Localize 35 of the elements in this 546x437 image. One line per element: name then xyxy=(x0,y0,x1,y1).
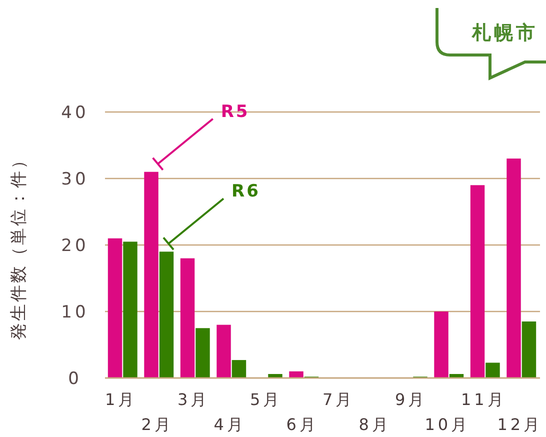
bar xyxy=(434,312,448,378)
x-tick-label: 12月 xyxy=(497,415,543,434)
bar xyxy=(123,242,138,378)
x-tick-label: 3月 xyxy=(178,390,210,409)
bar xyxy=(486,362,500,378)
x-tick-label: 5月 xyxy=(250,390,282,409)
x-tick-label: 8月 xyxy=(358,415,391,434)
x-tick-label: 6月 xyxy=(286,415,318,434)
x-tick-label: 2月 xyxy=(141,415,174,434)
text: R5 xyxy=(220,102,250,122)
bar xyxy=(144,172,158,378)
bar xyxy=(289,371,304,378)
y-tick-label: 40 xyxy=(61,103,89,123)
y-tick-label: 10 xyxy=(61,302,89,322)
x-tick-label: 10月 xyxy=(424,415,470,434)
x-tick-label: 1月 xyxy=(105,390,138,409)
bar xyxy=(159,252,174,378)
y-tick-label: 0 xyxy=(68,369,82,389)
y-tick-label: 30 xyxy=(61,170,89,190)
chart-title: 札幌市 xyxy=(471,22,538,44)
bar xyxy=(196,328,210,378)
bar xyxy=(470,185,485,378)
y-tick-label: 20 xyxy=(61,236,89,256)
x-tick-label: 11月 xyxy=(460,390,506,409)
bar xyxy=(506,158,521,378)
y-axis-title: 発生件数（単位：件） xyxy=(9,150,29,340)
bar xyxy=(522,321,536,378)
bar xyxy=(180,258,195,378)
bar xyxy=(108,238,122,378)
bar xyxy=(232,360,246,378)
text: R6 xyxy=(232,182,260,202)
bar xyxy=(216,324,231,378)
x-tick-label: 7月 xyxy=(322,390,355,409)
x-tick-label: 9月 xyxy=(395,390,428,409)
x-tick-label: 4月 xyxy=(214,415,246,434)
